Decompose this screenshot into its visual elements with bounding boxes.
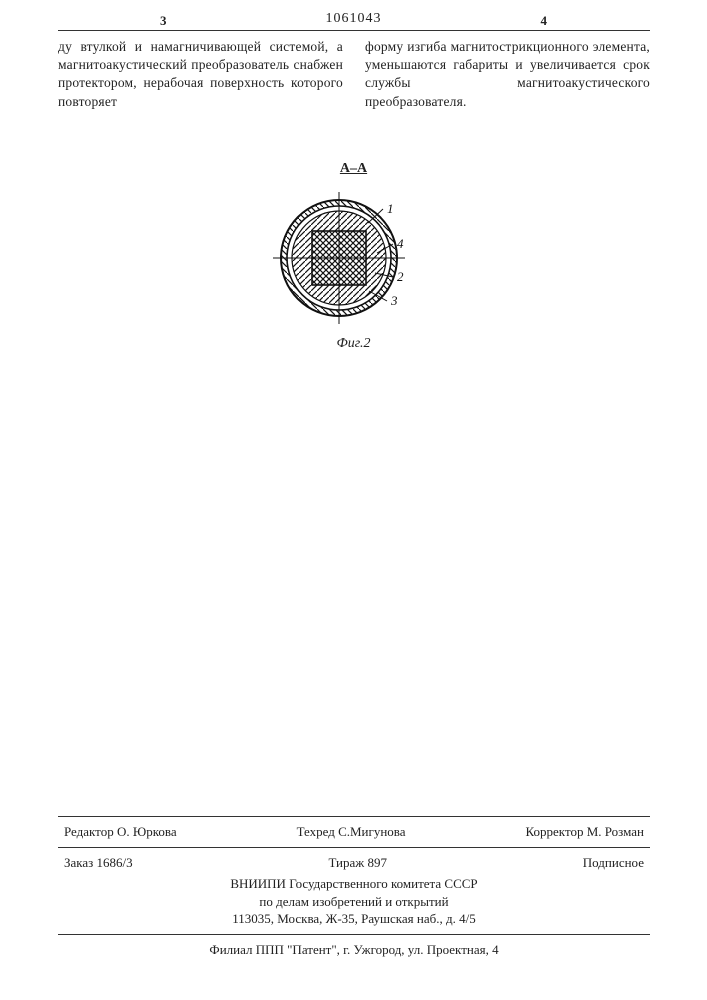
credits-row: Редактор О. Юркова Техред С.Мигунова Кор… (58, 823, 650, 841)
footer-rule-2 (58, 847, 650, 848)
corrector-label: Корректор (526, 824, 584, 839)
page-number-right: 4 (541, 12, 548, 30)
corrector-name: М. Розман (587, 824, 644, 839)
org-line-2: по делам изобретений и открытий (58, 893, 650, 911)
org-line-1: ВНИИПИ Государственного комитета СССР (58, 875, 650, 893)
branch-line: Филиал ППП "Патент", г. Ужгород, ул. Про… (58, 941, 650, 959)
order-number: Заказ 1686/3 (64, 854, 133, 872)
svg-text:1: 1 (387, 201, 394, 216)
figure-caption: Фиг.2 (0, 335, 707, 354)
editor-label: Редактор (64, 824, 114, 839)
techred-name: С.Мигунова (338, 824, 405, 839)
footer-rule-3 (58, 934, 650, 935)
svg-text:2: 2 (397, 269, 404, 284)
editor-name: О. Юркова (117, 824, 177, 839)
page-number-left: 3 (160, 12, 167, 30)
body-columns: ду втулкой и намагничивающей системой, а… (58, 38, 650, 111)
footer-block: Редактор О. Юркова Техред С.Мигунова Кор… (58, 810, 650, 958)
svg-text:4: 4 (397, 236, 404, 251)
address-line: 113035, Москва, Ж-35, Раушская наб., д. … (58, 910, 650, 928)
techred-label: Техред (297, 824, 335, 839)
footer-rule-1 (58, 816, 650, 817)
corrector: Корректор М. Розман (526, 823, 644, 841)
right-column-text: форму изгиба магнитострикционного элемен… (365, 38, 650, 111)
publisher-address: ВНИИПИ Государственного комитета СССР по… (58, 875, 650, 928)
editor: Редактор О. Юркова (64, 823, 177, 841)
left-column-text: ду втулкой и намагничивающей системой, а… (58, 38, 343, 111)
figure-area: А–А 1 4 2 3 Фиг.2 (0, 160, 707, 354)
section-label: А–А (0, 160, 707, 179)
svg-text:3: 3 (390, 293, 398, 308)
print-row: Заказ 1686/3 Тираж 897 Подписное (58, 854, 650, 872)
figure-svg: 1 4 2 3 (269, 183, 439, 333)
print-run: Тираж 897 (328, 854, 387, 872)
rule-top (58, 30, 650, 31)
subscription: Подписное (583, 854, 644, 872)
techred: Техред С.Мигунова (297, 823, 406, 841)
